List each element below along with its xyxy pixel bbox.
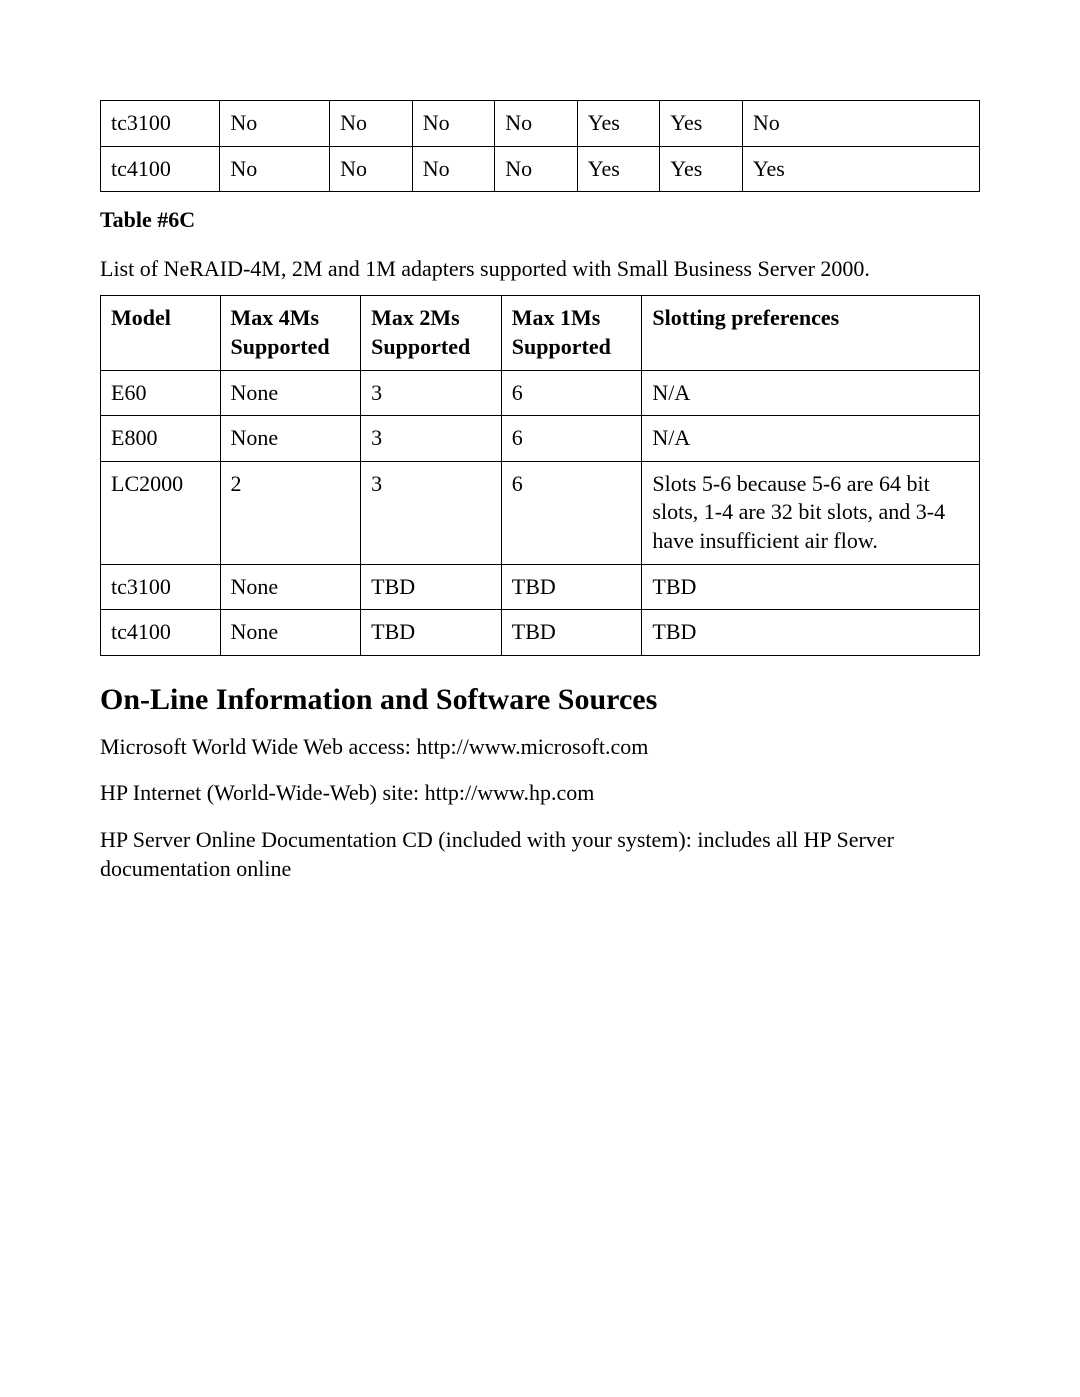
cell: 3 [361, 416, 502, 462]
cell: Slots 5-6 because 5-6 are 64 bit slots, … [642, 461, 980, 564]
table-row: tc3100 None TBD TBD TBD [101, 564, 980, 610]
table-row: tc3100 No No No No Yes Yes No [101, 101, 980, 147]
table-header-row: Model Max 4Ms Supported Max 2Ms Supporte… [101, 296, 980, 370]
col-header: Slotting preferences [642, 296, 980, 370]
paragraph: HP Internet (World-Wide-Web) site: http:… [100, 779, 980, 808]
cell: E800 [101, 416, 221, 462]
table-partial-top: tc3100 No No No No Yes Yes No tc4100 No … [100, 100, 980, 192]
cell: 2 [220, 461, 361, 564]
paragraph: HP Server Online Documentation CD (inclu… [100, 826, 980, 883]
cell: None [220, 416, 361, 462]
table-row: E800 None 3 6 N/A [101, 416, 980, 462]
table-row: tc4100 None TBD TBD TBD [101, 610, 980, 656]
table-row: E60 None 3 6 N/A [101, 370, 980, 416]
cell: No [495, 101, 578, 147]
cell: N/A [642, 370, 980, 416]
cell: No [330, 146, 413, 192]
cell: Yes [577, 101, 660, 147]
cell: TBD [361, 610, 502, 656]
cell: No [330, 101, 413, 147]
col-header: Max 4Ms Supported [220, 296, 361, 370]
table-row: tc4100 No No No No Yes Yes Yes [101, 146, 980, 192]
table-caption: Table #6C [100, 206, 980, 235]
cell: None [220, 370, 361, 416]
cell: tc4100 [101, 146, 220, 192]
cell: None [220, 564, 361, 610]
col-header: Max 1Ms Supported [501, 296, 642, 370]
cell: Yes [742, 146, 979, 192]
cell: 3 [361, 461, 502, 564]
cell: N/A [642, 416, 980, 462]
cell: tc3100 [101, 564, 221, 610]
cell: TBD [501, 610, 642, 656]
cell: Yes [660, 101, 743, 147]
cell: No [220, 146, 330, 192]
table-6c: Model Max 4Ms Supported Max 2Ms Supporte… [100, 295, 980, 655]
cell: TBD [361, 564, 502, 610]
cell: No [495, 146, 578, 192]
cell: 6 [501, 370, 642, 416]
cell: 6 [501, 416, 642, 462]
cell: No [412, 101, 495, 147]
cell: Yes [577, 146, 660, 192]
cell: 6 [501, 461, 642, 564]
cell: LC2000 [101, 461, 221, 564]
cell: 3 [361, 370, 502, 416]
cell: No [412, 146, 495, 192]
cell: TBD [501, 564, 642, 610]
col-header: Max 2Ms Supported [361, 296, 502, 370]
cell: tc3100 [101, 101, 220, 147]
cell: TBD [642, 564, 980, 610]
cell: Yes [660, 146, 743, 192]
cell: No [742, 101, 979, 147]
table-row: LC2000 2 3 6 Slots 5-6 because 5-6 are 6… [101, 461, 980, 564]
paragraph: Microsoft World Wide Web access: http://… [100, 733, 980, 762]
col-header: Model [101, 296, 221, 370]
cell: E60 [101, 370, 221, 416]
cell: No [220, 101, 330, 147]
cell: tc4100 [101, 610, 221, 656]
cell: TBD [642, 610, 980, 656]
section-heading: On-Line Information and Software Sources [100, 680, 980, 719]
cell: None [220, 610, 361, 656]
table-description: List of NeRAID-4M, 2M and 1M adapters su… [100, 255, 980, 284]
